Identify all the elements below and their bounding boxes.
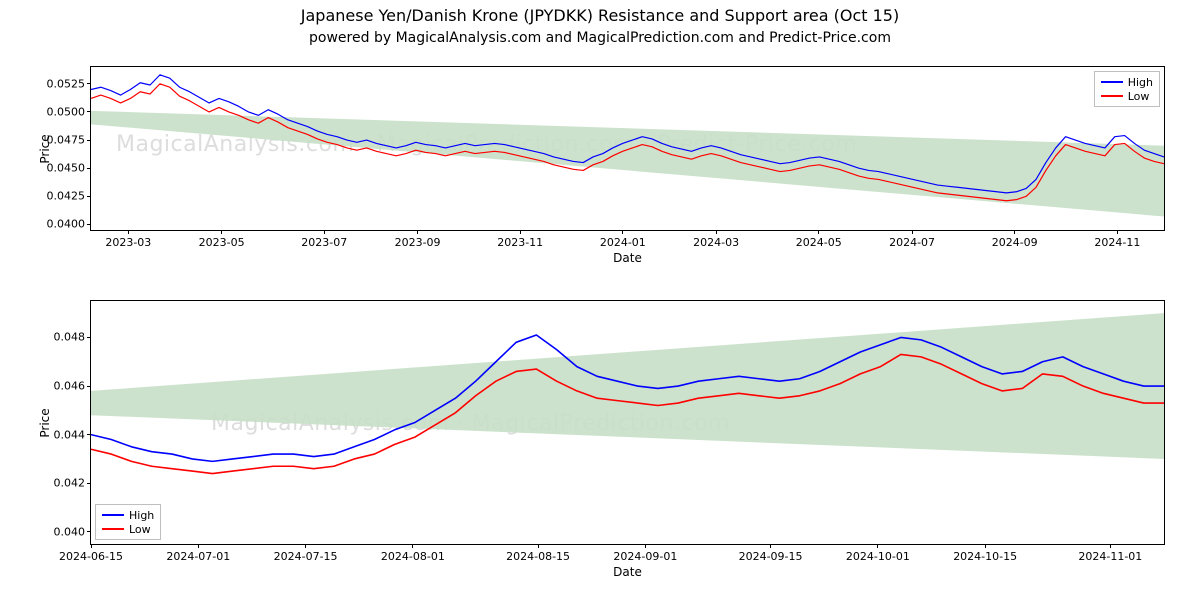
legend-label-low: Low	[129, 523, 151, 536]
x-tick-mark	[1014, 230, 1015, 234]
bottom-chart-svg	[91, 301, 1164, 544]
x-tick-mark	[1117, 230, 1118, 234]
top-chart-panel: MagicalAnalysis.com · MagicalPrediction.…	[90, 66, 1165, 231]
x-tick-mark	[716, 230, 717, 234]
legend-swatch-low	[1101, 95, 1123, 97]
y-tick-label: 0.0500	[47, 105, 86, 118]
x-tick-label: 2024-08-01	[381, 550, 445, 563]
x-tick-mark	[305, 544, 306, 548]
x-tick-label: 2024-10-15	[953, 550, 1017, 563]
y-tick-label: 0.0425	[47, 190, 86, 203]
x-tick-mark	[520, 230, 521, 234]
x-tick-label: 2023-03	[105, 236, 151, 249]
chart-page: Japanese Yen/Danish Krone (JPYDKK) Resis…	[0, 0, 1200, 600]
x-tick-label: 2024-11	[1094, 236, 1140, 249]
x-tick-label: 2024-09	[992, 236, 1038, 249]
x-tick-mark	[645, 544, 646, 548]
legend-item-high: High	[1101, 75, 1153, 89]
legend-label-high: High	[129, 509, 154, 522]
x-tick-label: 2024-01	[600, 236, 646, 249]
x-tick-label: 2024-06-15	[59, 550, 123, 563]
y-tick-label: 0.0475	[47, 134, 86, 147]
y-tick-mark	[87, 483, 91, 484]
page-subtitle: powered by MagicalAnalysis.com and Magic…	[0, 30, 1200, 46]
x-tick-mark	[1110, 544, 1111, 548]
x-tick-label: 2024-07-15	[274, 550, 338, 563]
x-tick-mark	[412, 544, 413, 548]
x-tick-label: 2024-03	[693, 236, 739, 249]
legend-top: High Low	[1094, 71, 1160, 107]
x-tick-label: 2023-11	[497, 236, 543, 249]
x-tick-mark	[877, 544, 878, 548]
y-tick-label: 0.046	[54, 380, 86, 393]
y-tick-label: 0.0450	[47, 162, 86, 175]
y-tick-mark	[87, 83, 91, 84]
y-tick-label: 0.0400	[47, 218, 86, 231]
y-tick-label: 0.0525	[47, 77, 86, 90]
x-tick-label: 2024-11-01	[1078, 550, 1142, 563]
y-tick-mark	[87, 386, 91, 387]
x-tick-label: 2024-08-15	[506, 550, 570, 563]
y-tick-mark	[87, 196, 91, 197]
y-tick-label: 0.048	[54, 331, 86, 344]
x-tick-label: 2024-09-01	[613, 550, 677, 563]
x-tick-mark	[818, 230, 819, 234]
y-tick-mark	[87, 111, 91, 112]
legend-label-high: High	[1128, 76, 1153, 89]
legend-item-low: Low	[1101, 89, 1153, 103]
legend-swatch-high	[102, 514, 124, 516]
legend-bottom: High Low	[95, 504, 161, 540]
x-axis-label: Date	[613, 565, 642, 579]
x-tick-mark	[128, 230, 129, 234]
y-tick-mark	[87, 434, 91, 435]
legend-swatch-low	[102, 528, 124, 530]
x-axis-label: Date	[613, 251, 642, 265]
y-tick-mark	[87, 224, 91, 225]
y-tick-mark	[87, 337, 91, 338]
y-tick-label: 0.044	[54, 428, 86, 441]
x-tick-label: 2024-07	[889, 236, 935, 249]
y-tick-mark	[87, 531, 91, 532]
legend-swatch-high	[1101, 81, 1123, 83]
x-tick-mark	[622, 230, 623, 234]
page-title: Japanese Yen/Danish Krone (JPYDKK) Resis…	[0, 6, 1200, 25]
x-tick-mark	[221, 230, 222, 234]
x-tick-mark	[912, 230, 913, 234]
y-tick-label: 0.042	[54, 477, 86, 490]
x-tick-label: 2023-09	[395, 236, 441, 249]
x-tick-label: 2024-10-01	[846, 550, 910, 563]
bottom-chart-panel: MagicalAnalysis.com · MagicalPrediction.…	[90, 300, 1165, 545]
x-tick-mark	[91, 544, 92, 548]
y-tick-mark	[87, 168, 91, 169]
y-tick-label: 0.040	[54, 525, 86, 538]
y-tick-mark	[87, 140, 91, 141]
x-tick-label: 2024-05	[796, 236, 842, 249]
y-axis-label: Price	[38, 408, 52, 437]
x-tick-mark	[985, 544, 986, 548]
x-tick-mark	[417, 230, 418, 234]
x-tick-label: 2023-05	[199, 236, 245, 249]
top-chart-svg	[91, 67, 1164, 230]
legend-label-low: Low	[1128, 90, 1150, 103]
x-tick-mark	[198, 544, 199, 548]
legend-item-low: Low	[102, 522, 154, 536]
legend-item-high: High	[102, 508, 154, 522]
x-tick-mark	[324, 230, 325, 234]
x-tick-mark	[770, 544, 771, 548]
x-tick-label: 2024-07-01	[166, 550, 230, 563]
x-tick-label: 2024-09-15	[739, 550, 803, 563]
x-tick-mark	[538, 544, 539, 548]
x-tick-label: 2023-07	[301, 236, 347, 249]
